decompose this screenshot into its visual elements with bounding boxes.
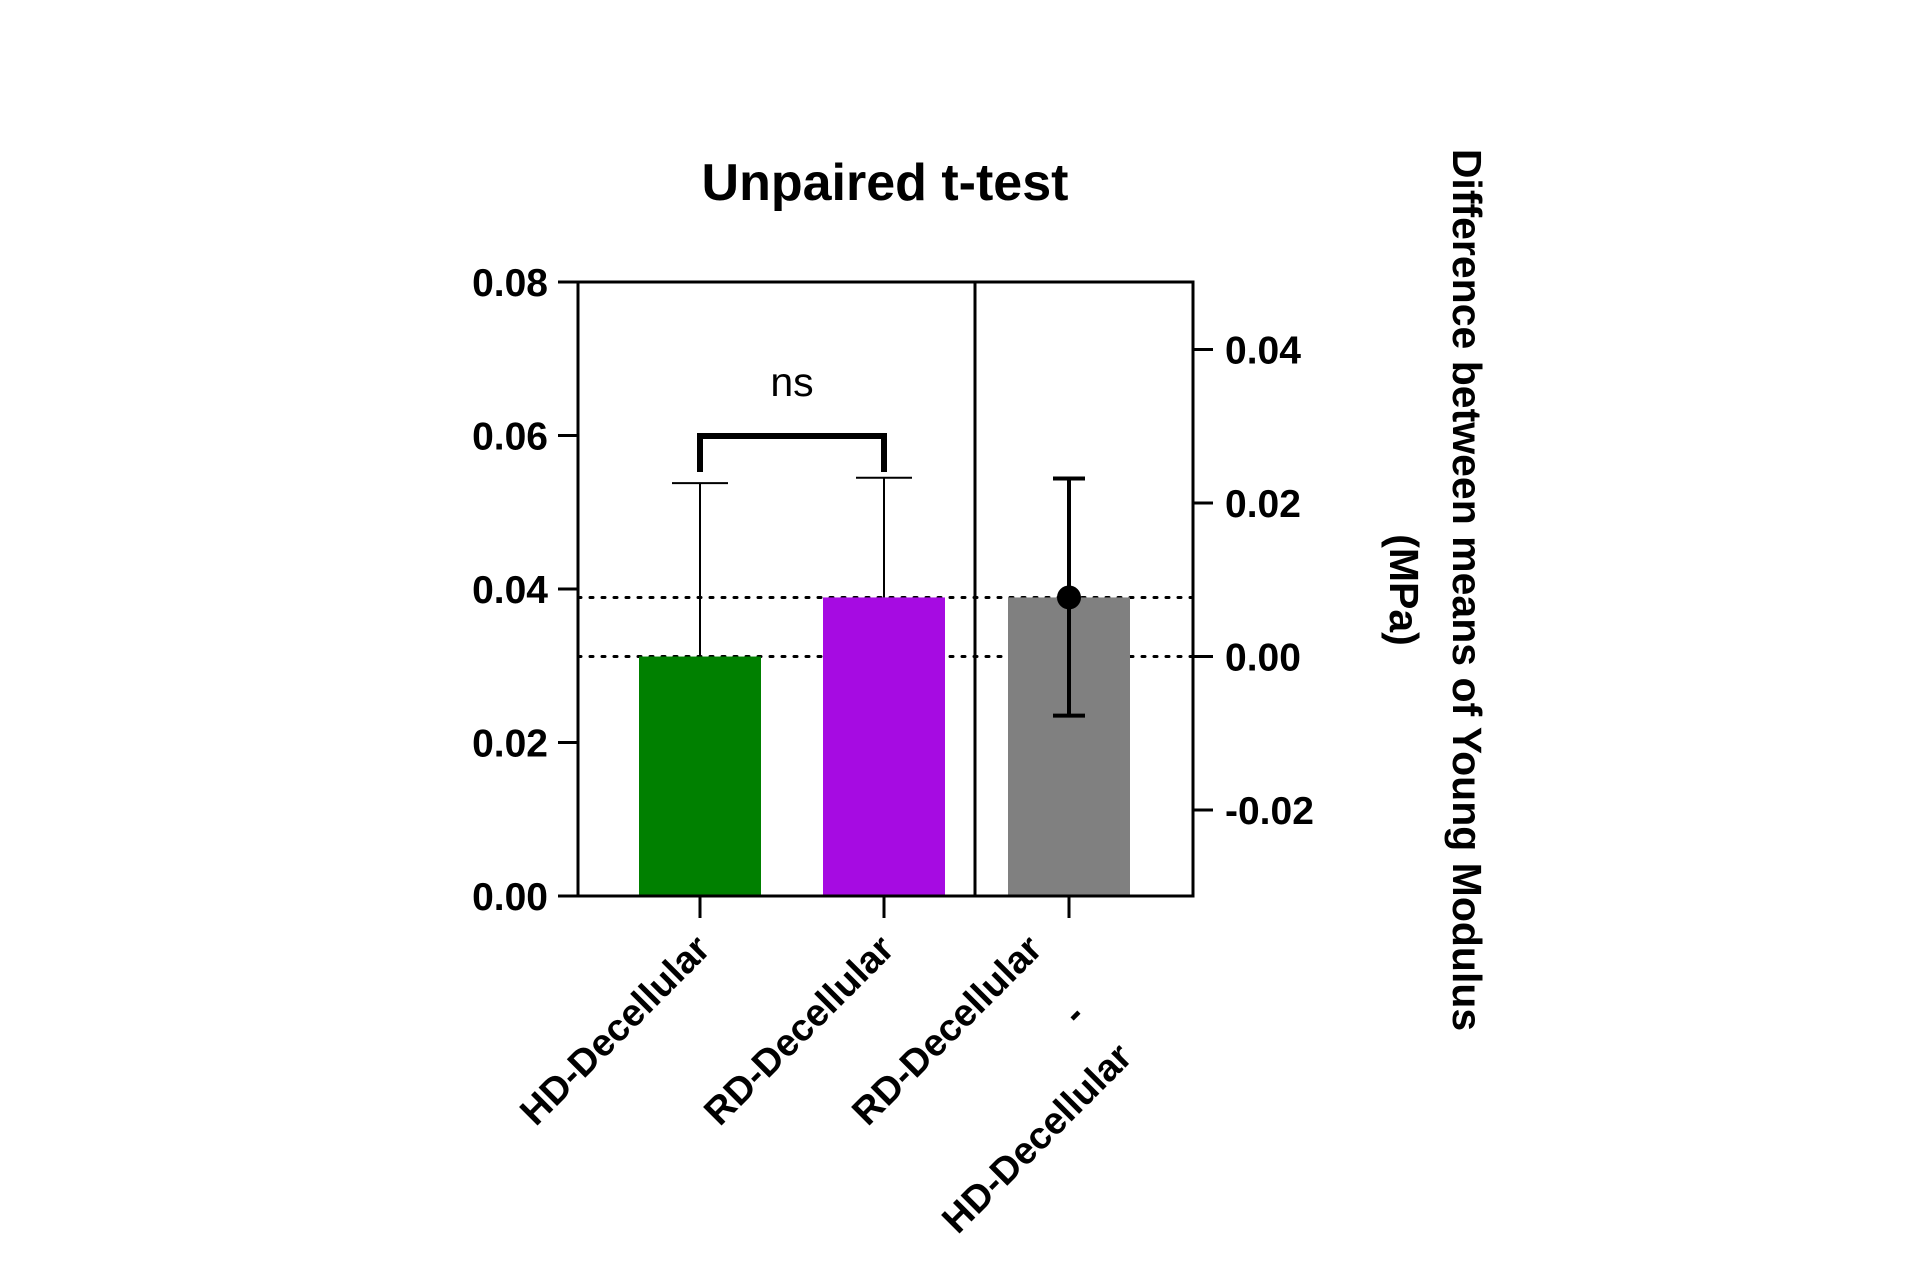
bar-rd-decellular	[823, 597, 945, 896]
plot-area: 0.00 0.02 0.04 0.06 0.08 -0.02 0.00 0.02 0.04 HD-…	[472, 262, 1314, 1242]
right-y-tick-label: 0.00	[1225, 637, 1301, 680]
y-tick-label: 0.00	[472, 876, 548, 919]
x-category-label-difference-line2: -	[1055, 995, 1094, 1034]
x-category-label: HD-Decellular	[512, 928, 718, 1134]
right-axis-label-line2: (MPa)	[1381, 534, 1427, 646]
significance-bracket	[697, 433, 887, 472]
x-category-label-difference-line3: HD-Decellular	[934, 1036, 1140, 1242]
difference-point	[1057, 585, 1081, 610]
chart-title: Unpaired t-test	[702, 154, 1069, 212]
bar-hd-decellular	[639, 656, 761, 896]
y-tick-label: 0.06	[472, 416, 548, 459]
right-y-tick-label: 0.04	[1225, 330, 1301, 373]
right-axis-label-line1: Difference between means of Young Modulu…	[1444, 149, 1490, 1031]
significance-label: ns	[770, 359, 813, 405]
y-tick-label: 0.08	[472, 262, 548, 305]
right-y-tick-label: 0.02	[1225, 483, 1301, 526]
y-tick-label: 0.02	[472, 723, 548, 766]
right-y-tick-label: -0.02	[1225, 790, 1314, 833]
y-tick-label: 0.04	[472, 569, 548, 612]
